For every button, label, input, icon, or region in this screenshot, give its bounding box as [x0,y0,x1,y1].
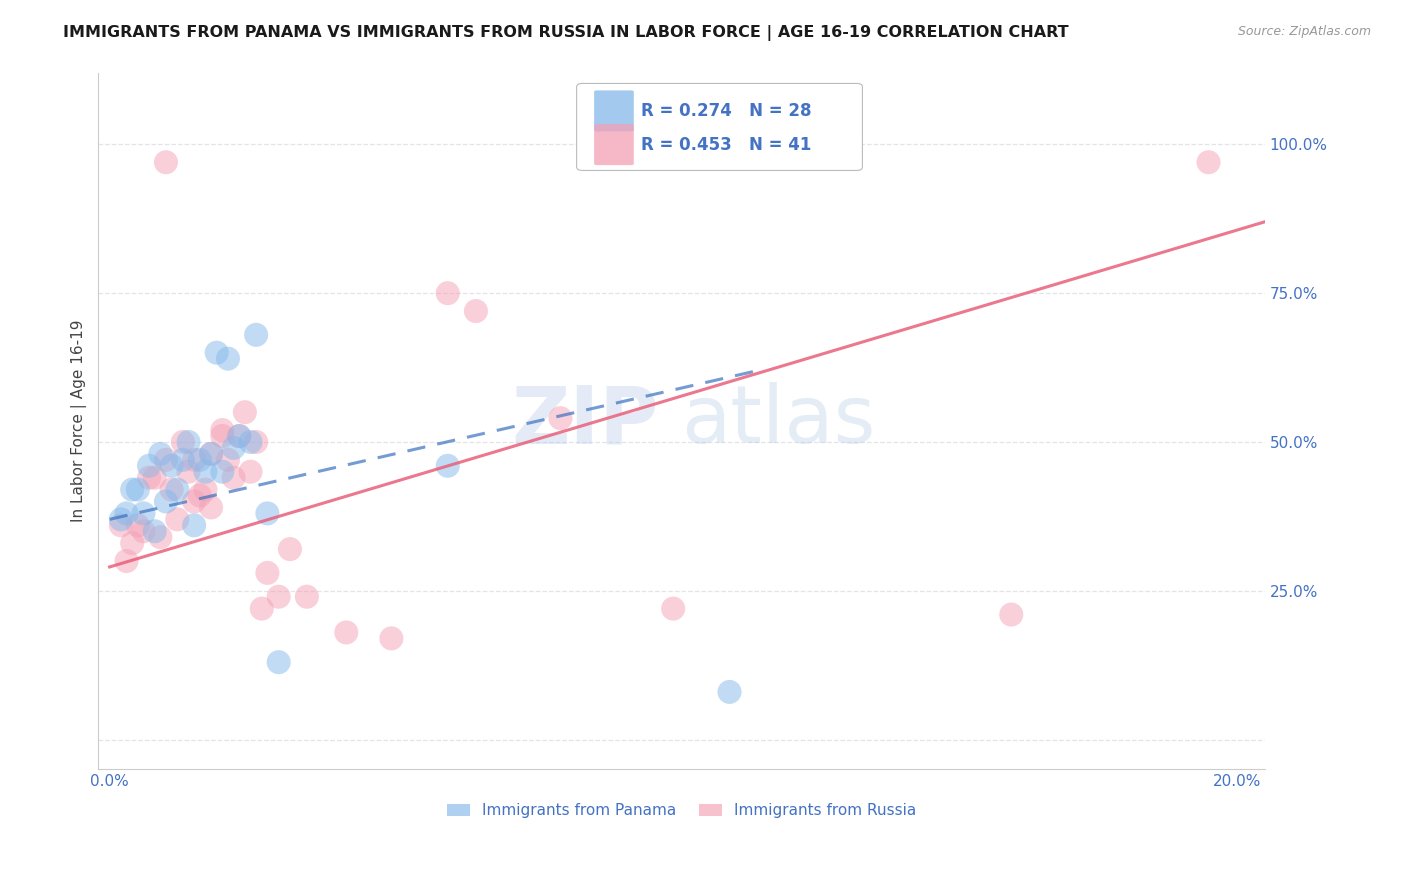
Point [295,590,318,604]
Point [1198,155,1220,169]
Text: IMMIGRANTS FROM PANAMA VS IMMIGRANTS FROM RUSSIA IN LABOR FORCE | AGE 16-19 CORR: IMMIGRANTS FROM PANAMA VS IMMIGRANTS FRO… [63,25,1069,41]
Point [194,465,217,479]
Point [200,447,222,461]
Point [278,542,301,557]
Point [188,489,211,503]
Text: R = 0.274   N = 28: R = 0.274 N = 28 [641,102,811,120]
Point [267,655,290,669]
Point [160,483,183,497]
Point [132,507,155,521]
Point [115,507,138,521]
Point [183,453,205,467]
Point [1000,607,1022,622]
Legend: Immigrants from Panama, Immigrants from Russia: Immigrants from Panama, Immigrants from … [440,797,922,824]
Point [115,554,138,568]
Point [550,411,572,425]
Point [245,434,267,449]
Point [256,507,278,521]
Point [228,429,250,443]
Point [177,434,200,449]
Point [127,518,149,533]
Point [222,471,245,485]
Point [166,483,188,497]
Point [217,453,239,467]
Point [143,471,166,485]
Point [194,483,217,497]
Point [110,518,132,533]
Y-axis label: In Labor Force | Age 16-19: In Labor Force | Age 16-19 [72,320,87,523]
Point [138,471,160,485]
Point [183,494,205,508]
Point [267,590,290,604]
Point [436,286,458,301]
Point [662,601,685,615]
Point [718,685,741,699]
Point [239,465,262,479]
Point [256,566,278,580]
Point [250,601,273,615]
FancyBboxPatch shape [576,84,862,170]
Point [188,453,211,467]
Point [436,458,458,473]
Point [211,465,233,479]
Point [121,483,143,497]
Point [172,434,194,449]
Point [211,429,233,443]
Text: Source: ZipAtlas.com: Source: ZipAtlas.com [1237,25,1371,38]
Point [335,625,357,640]
Point [160,458,183,473]
Point [464,304,486,318]
Point [155,453,177,467]
Point [239,434,262,449]
Point [211,423,233,437]
Point [200,447,222,461]
Point [149,530,172,544]
Text: atlas: atlas [682,382,876,460]
Point [233,405,256,419]
Point [127,483,149,497]
Point [217,351,239,366]
Text: R = 0.453   N = 41: R = 0.453 N = 41 [641,136,811,153]
Point [121,536,143,550]
Point [166,512,188,526]
Point [110,512,132,526]
Point [155,494,177,508]
Point [380,632,402,646]
Point [177,465,200,479]
FancyBboxPatch shape [595,90,634,131]
Point [143,524,166,539]
Point [222,441,245,455]
Point [172,453,194,467]
Point [245,327,267,342]
Point [138,458,160,473]
Point [200,500,222,515]
Point [205,345,228,359]
Point [155,155,177,169]
FancyBboxPatch shape [595,124,634,165]
Point [183,518,205,533]
Text: ZIP: ZIP [510,382,658,460]
Point [132,524,155,539]
Point [149,447,172,461]
Point [228,429,250,443]
